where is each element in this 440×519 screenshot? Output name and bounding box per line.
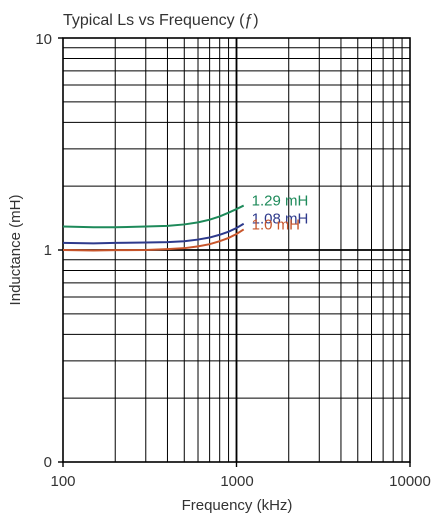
series-layer: 1.29 mH1.08 mH1.0 mH <box>62 193 309 252</box>
grid <box>58 37 411 467</box>
series-line <box>62 228 245 252</box>
series-label: 1.29 mH <box>252 193 309 210</box>
y-axis-title: Inductance (mH) <box>7 195 24 306</box>
y-tick-label: 0 <box>44 454 52 471</box>
x-axis-title: Frequency (kHz) <box>182 497 293 514</box>
series-line <box>62 222 245 245</box>
chart-title: Typical Ls vs Frequency (ƒ) <box>63 12 259 29</box>
series-line <box>62 204 245 229</box>
x-tick-label: 100 <box>50 473 75 490</box>
series-label: 1.08 mH <box>252 211 309 228</box>
y-tick-label: 10 <box>35 31 52 48</box>
y-axis-ticks: 10 1 0 <box>35 31 52 471</box>
x-tick-label: 10000 <box>389 473 431 490</box>
x-tick-label: 1000 <box>220 473 253 490</box>
series-label: 1.0 mH <box>252 216 300 233</box>
x-axis-ticks: 100 1000 10000 <box>50 473 430 490</box>
y-tick-label: 1 <box>44 242 52 259</box>
